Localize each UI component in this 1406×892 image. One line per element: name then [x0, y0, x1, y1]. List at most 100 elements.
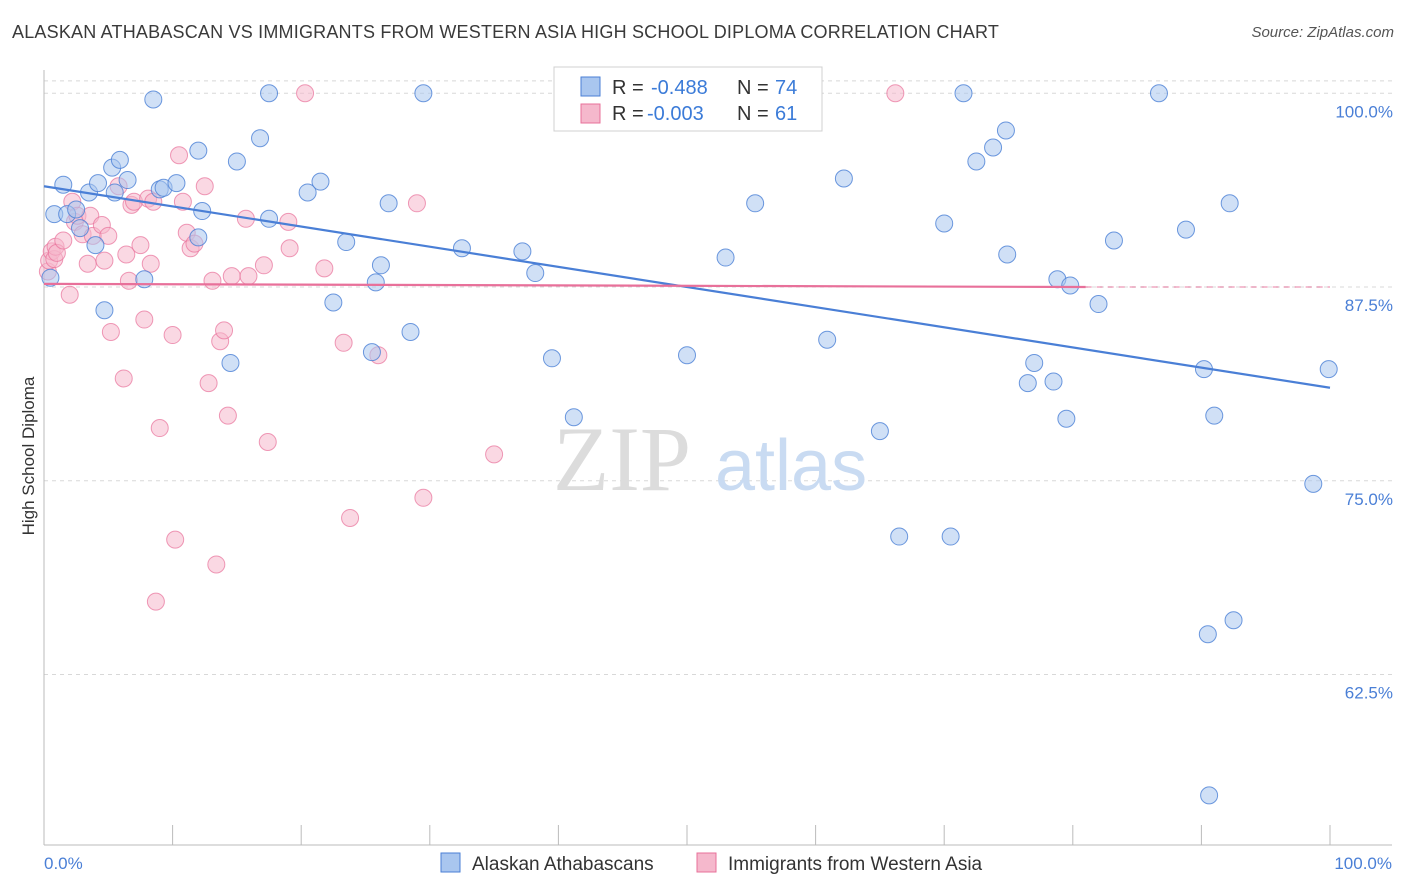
trend-line-immigrants — [43, 282, 1086, 289]
data-point-athabascan — [86, 236, 105, 255]
data-point-athabascan — [1044, 372, 1063, 391]
data-point-immigrants — [203, 271, 222, 290]
bottom-legend-label-athabascan: Alaskan Athabascans — [472, 854, 654, 875]
data-point-immigrants — [239, 267, 258, 286]
data-point-immigrants — [886, 84, 905, 103]
legend-swatch-immigrants — [580, 103, 601, 124]
data-point-athabascan — [260, 84, 279, 103]
data-point-athabascan — [1061, 276, 1080, 295]
grid-lines — [44, 80, 1392, 675]
data-point-immigrants — [334, 333, 353, 352]
data-point-immigrants — [414, 488, 433, 507]
y-tick-labels: 100.0% 87.5% 75.0% 62.5% — [1335, 102, 1393, 702]
data-point-athabascan — [260, 209, 279, 228]
data-point-immigrants — [60, 285, 79, 304]
data-point-immigrants — [254, 256, 273, 275]
data-point-immigrants — [78, 254, 97, 273]
y-tick-label: 75.0% — [1345, 490, 1393, 509]
data-point-athabascan — [371, 256, 390, 275]
bottom-legend-swatch-immigrants — [696, 852, 717, 873]
data-point-athabascan — [324, 293, 343, 312]
data-point-athabascan — [227, 152, 246, 171]
data-point-athabascan — [890, 527, 909, 546]
data-point-athabascan — [298, 183, 317, 202]
watermark-atlas: atlas — [715, 426, 867, 506]
data-point-athabascan — [513, 242, 532, 261]
data-point-athabascan — [746, 194, 765, 213]
data-point-immigrants — [218, 406, 237, 425]
data-point-immigrants — [485, 445, 504, 464]
data-point-immigrants — [207, 555, 226, 574]
data-point-athabascan — [1200, 786, 1219, 805]
legend-box: R = -0.488 N = 74 R = -0.003 N = 61 — [553, 66, 823, 132]
data-point-immigrants — [141, 254, 160, 273]
data-point-immigrants — [279, 212, 298, 231]
data-point-immigrants — [173, 192, 192, 211]
data-point-athabascan — [89, 174, 108, 193]
data-point-athabascan — [221, 353, 240, 372]
data-point-immigrants — [95, 251, 114, 270]
data-point-athabascan — [996, 121, 1015, 140]
data-point-immigrants — [135, 310, 154, 329]
data-point-athabascan — [71, 219, 90, 238]
data-point-athabascan — [401, 322, 420, 341]
data-point-immigrants — [131, 236, 150, 255]
y-tick-label: 87.5% — [1345, 296, 1393, 315]
data-point-immigrants — [280, 239, 299, 258]
legend-n-label-1: N = — [737, 77, 769, 99]
data-point-athabascan — [870, 422, 889, 441]
data-point-athabascan — [678, 346, 696, 365]
data-point-immigrants — [119, 271, 138, 290]
data-point-athabascan — [1224, 611, 1243, 630]
data-point-immigrants — [99, 226, 118, 245]
data-point-immigrants — [258, 433, 277, 451]
data-point-athabascan — [189, 141, 208, 160]
data-point-athabascan — [337, 233, 356, 252]
data-point-athabascan — [716, 248, 735, 267]
data-point-athabascan — [379, 194, 398, 213]
data-point-athabascan — [311, 172, 330, 191]
data-point-athabascan — [1149, 84, 1168, 103]
data-point-immigrants — [146, 592, 165, 611]
data-point-athabascan — [366, 273, 385, 292]
data-point-athabascan — [564, 408, 583, 427]
data-point-athabascan — [110, 150, 129, 169]
bottom-legend-swatch-athabascan — [440, 852, 461, 873]
data-point-athabascan — [1220, 194, 1239, 213]
data-point-athabascan — [251, 129, 270, 148]
data-point-athabascan — [542, 349, 561, 368]
data-point-athabascan — [1018, 374, 1037, 393]
data-point-athabascan — [1089, 295, 1108, 314]
chart-title: ALASKAN ATHABASCAN VS IMMIGRANTS FROM WE… — [12, 22, 1000, 42]
data-point-athabascan — [67, 200, 86, 219]
data-point-immigrants — [215, 321, 234, 340]
bottom-legend-label-immigrants: Immigrants from Western Asia — [728, 854, 983, 875]
y-axis-title: High School Diploma — [19, 376, 38, 535]
legend-swatch-athabascan — [580, 76, 601, 97]
data-point-athabascan — [41, 268, 60, 287]
data-point-athabascan — [935, 214, 954, 233]
data-point-immigrants — [101, 322, 120, 341]
data-point-athabascan — [414, 84, 433, 103]
data-point-athabascan — [834, 169, 853, 188]
trend-line-athabascan — [43, 185, 1331, 389]
legend-r-label-2: R = — [612, 103, 644, 125]
data-point-athabascan — [984, 138, 1003, 157]
bottom-legend: Alaskan Athabascans Immigrants from West… — [440, 852, 983, 875]
data-point-athabascan — [1176, 220, 1195, 239]
data-point-athabascan — [1057, 409, 1076, 428]
data-point-athabascan — [954, 84, 973, 103]
data-point-athabascan — [362, 343, 381, 362]
series-immigrants-points — [38, 84, 905, 611]
data-point-athabascan — [167, 174, 186, 193]
data-point-immigrants — [117, 245, 136, 264]
data-point-immigrants — [54, 231, 73, 250]
data-point-immigrants — [163, 326, 182, 345]
data-point-athabascan — [1025, 353, 1044, 372]
data-point-immigrants — [407, 194, 426, 213]
y-tick-label: 62.5% — [1345, 684, 1393, 703]
data-point-immigrants — [195, 177, 214, 196]
data-point-athabascan — [452, 239, 471, 258]
source-label: Source: ZipAtlas.com — [1251, 24, 1394, 41]
data-point-athabascan — [1198, 625, 1217, 644]
